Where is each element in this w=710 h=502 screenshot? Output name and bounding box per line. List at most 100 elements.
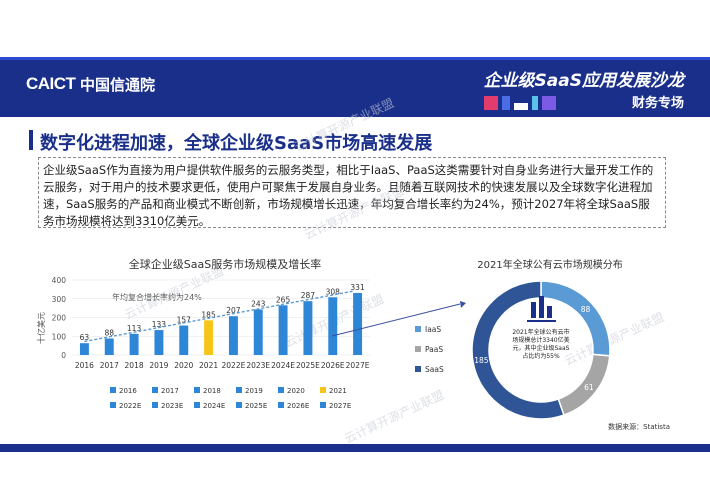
data-label: 265 (276, 295, 291, 304)
block-icon (502, 96, 510, 110)
legend-swatch (194, 402, 200, 408)
legend-label: 2020 (287, 387, 305, 395)
center-text-line: 元，其中企业级SaaS (513, 344, 570, 352)
legend-label: 2023E (161, 402, 183, 410)
bar (228, 316, 238, 355)
data-label: 308 (326, 287, 341, 296)
bar (303, 301, 313, 355)
center-icon (531, 302, 536, 318)
data-label: 331 (350, 283, 365, 292)
legend-swatch (194, 387, 200, 393)
legend-label: 2022E (119, 402, 141, 410)
header-bar (0, 57, 710, 117)
legend-swatch (278, 402, 284, 408)
data-source: 数据来源：Statista (608, 423, 670, 431)
legend-swatch (110, 387, 116, 393)
y-tick-label: 100 (52, 332, 67, 341)
bar (204, 320, 214, 355)
connector-arrow (331, 301, 466, 337)
legend-swatch (152, 402, 158, 408)
legend-label: 2016 (119, 387, 137, 395)
trend-line (84, 290, 353, 343)
x-tick-label: 2025E (296, 361, 320, 370)
bar (353, 292, 363, 355)
center-icon (539, 296, 544, 318)
x-tick-label: 2027E (346, 361, 370, 370)
x-tick-label: 2019 (149, 361, 168, 370)
legend-label: SaaS (425, 365, 444, 374)
bar (154, 330, 164, 355)
donut-slice (471, 280, 565, 420)
legend-label: 2018 (203, 387, 221, 395)
legend-swatch (415, 346, 421, 352)
block-icon (484, 96, 498, 110)
donut-chart-title: 2021年全球公有云市场规模分布 (477, 258, 622, 271)
data-label: 207 (226, 306, 241, 315)
y-tick-label: 200 (52, 314, 67, 323)
legend-label: 2021 (329, 387, 347, 395)
bar (328, 297, 338, 355)
x-tick-label: 2018 (125, 361, 144, 370)
data-label: 185 (201, 310, 216, 319)
data-label: 113 (127, 324, 142, 333)
donut-chart: 2021年全球公有云市场规模分布 88 61 185 IaaS PaaS SaaS 20… (415, 258, 623, 420)
center-icon (527, 320, 556, 322)
legend-swatch (320, 402, 326, 408)
x-tick-label: 2016 (75, 361, 94, 370)
legend-swatch (415, 366, 421, 372)
y-tick-label: 0 (61, 351, 66, 360)
legend-label: 2027E (329, 402, 351, 410)
legend-label: 2026E (287, 402, 309, 410)
header-accent (0, 57, 710, 60)
legend-swatch (278, 387, 284, 393)
y-tick-label: 400 (52, 276, 67, 285)
donut-slices: 88 61 185 (471, 280, 611, 420)
slice-label: 185 (474, 356, 489, 365)
data-label: 88 (104, 329, 114, 338)
legend-swatch (110, 402, 116, 408)
bar-chart-title: 全球企业级SaaS服务市场规模及增长率 (129, 257, 321, 271)
legend-label: 2019 (245, 387, 263, 395)
data-label: 243 (251, 299, 266, 308)
bar (278, 305, 288, 355)
section-heading: 数字化进程加速，全球企业级SaaS市场高速发展 (40, 133, 433, 154)
legend-swatch (415, 326, 421, 332)
legend-swatch (236, 402, 242, 408)
event-subtitle: 财务专场 (631, 96, 684, 111)
x-tick-label: 2026E (321, 361, 345, 370)
center-text-line: 占比约为55% (522, 352, 560, 360)
data-label: 63 (80, 333, 90, 342)
y-axis-label: 十亿美元 (36, 312, 46, 344)
cagr-annotation: 年均复合增长率约为24% (112, 292, 202, 302)
data-label: 287 (301, 291, 316, 300)
legend-label: 2017 (161, 387, 179, 395)
bar-chart: 全球企业级SaaS服务市场规模及增长率 十亿美元 年均复合增长率约为24% 0 1… (36, 257, 370, 410)
caict-logo: CAICT (26, 74, 76, 93)
data-label: 157 (177, 316, 192, 325)
legend-label: 2025E (245, 402, 267, 410)
legend-swatch (320, 387, 326, 393)
slice-label: 61 (584, 383, 594, 392)
legend: 2016 2017 2018 2019 2020 2021 2022E 2023E 2024E 2… (110, 387, 351, 410)
legend-label: PaaS (425, 345, 443, 354)
footer-bar (0, 444, 710, 452)
x-tick-label: 2017 (100, 361, 119, 370)
legend-label: 2024E (203, 402, 225, 410)
x-tick-label: 2020 (174, 361, 193, 370)
center-icon (547, 306, 552, 318)
bar (129, 333, 139, 355)
bar (253, 309, 263, 355)
x-tick-label: 2021 (199, 361, 218, 370)
bar (179, 325, 189, 355)
x-tick-label: 2024E (271, 361, 295, 370)
legend-swatch (152, 387, 158, 393)
logo-chinese-name: 中国信通院 (80, 76, 156, 94)
block-icon (514, 103, 528, 110)
bar (79, 343, 89, 355)
y-tick-label: 300 (52, 295, 67, 304)
block-icon (542, 96, 556, 110)
grid: 0 100 200 300 400 (52, 276, 370, 360)
center-text-line: 2021年全球公有云市 (512, 328, 569, 336)
bars: 63 2016 88 2017 113 2018 133 2019 157 2020 185 2021… (75, 283, 370, 370)
